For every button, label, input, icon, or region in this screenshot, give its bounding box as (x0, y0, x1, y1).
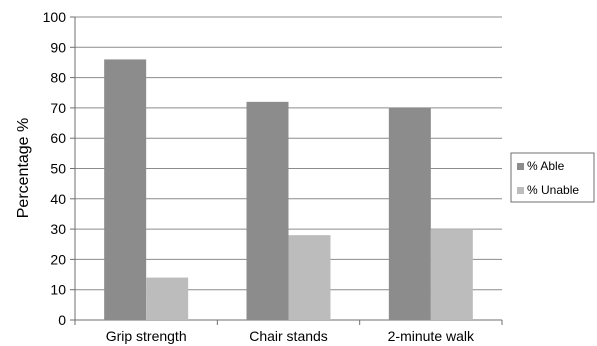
x-category-label: Chair stands (249, 328, 328, 344)
y-tick-label: 40 (50, 191, 66, 207)
legend-label: % Able (527, 159, 565, 173)
y-tick-label: 10 (50, 282, 66, 298)
bar-unable (146, 277, 189, 320)
y-tick-label: 0 (58, 312, 66, 328)
x-category-label: 2-minute walk (388, 328, 475, 344)
legend-label: % Unable (527, 183, 579, 197)
y-tick-label: 80 (50, 70, 66, 86)
x-category-label: Grip strength (106, 328, 187, 344)
y-axis-title: Percentage % (15, 118, 32, 219)
bar-able (388, 107, 431, 321)
legend-swatch (517, 187, 524, 194)
y-tick-label: 100 (43, 9, 67, 25)
bar-unable (430, 229, 473, 320)
y-tick-label: 30 (50, 221, 66, 237)
y-tick-label: 50 (50, 161, 66, 177)
bar-able (104, 59, 147, 321)
bar-able (246, 101, 289, 320)
y-tick-label: 90 (50, 39, 66, 55)
y-tick-label: 60 (50, 130, 66, 146)
bar-unable (288, 235, 331, 320)
y-tick-label: 70 (50, 100, 66, 116)
legend-box (510, 152, 595, 203)
y-tick-label: 20 (50, 251, 66, 267)
legend-swatch (517, 163, 524, 170)
